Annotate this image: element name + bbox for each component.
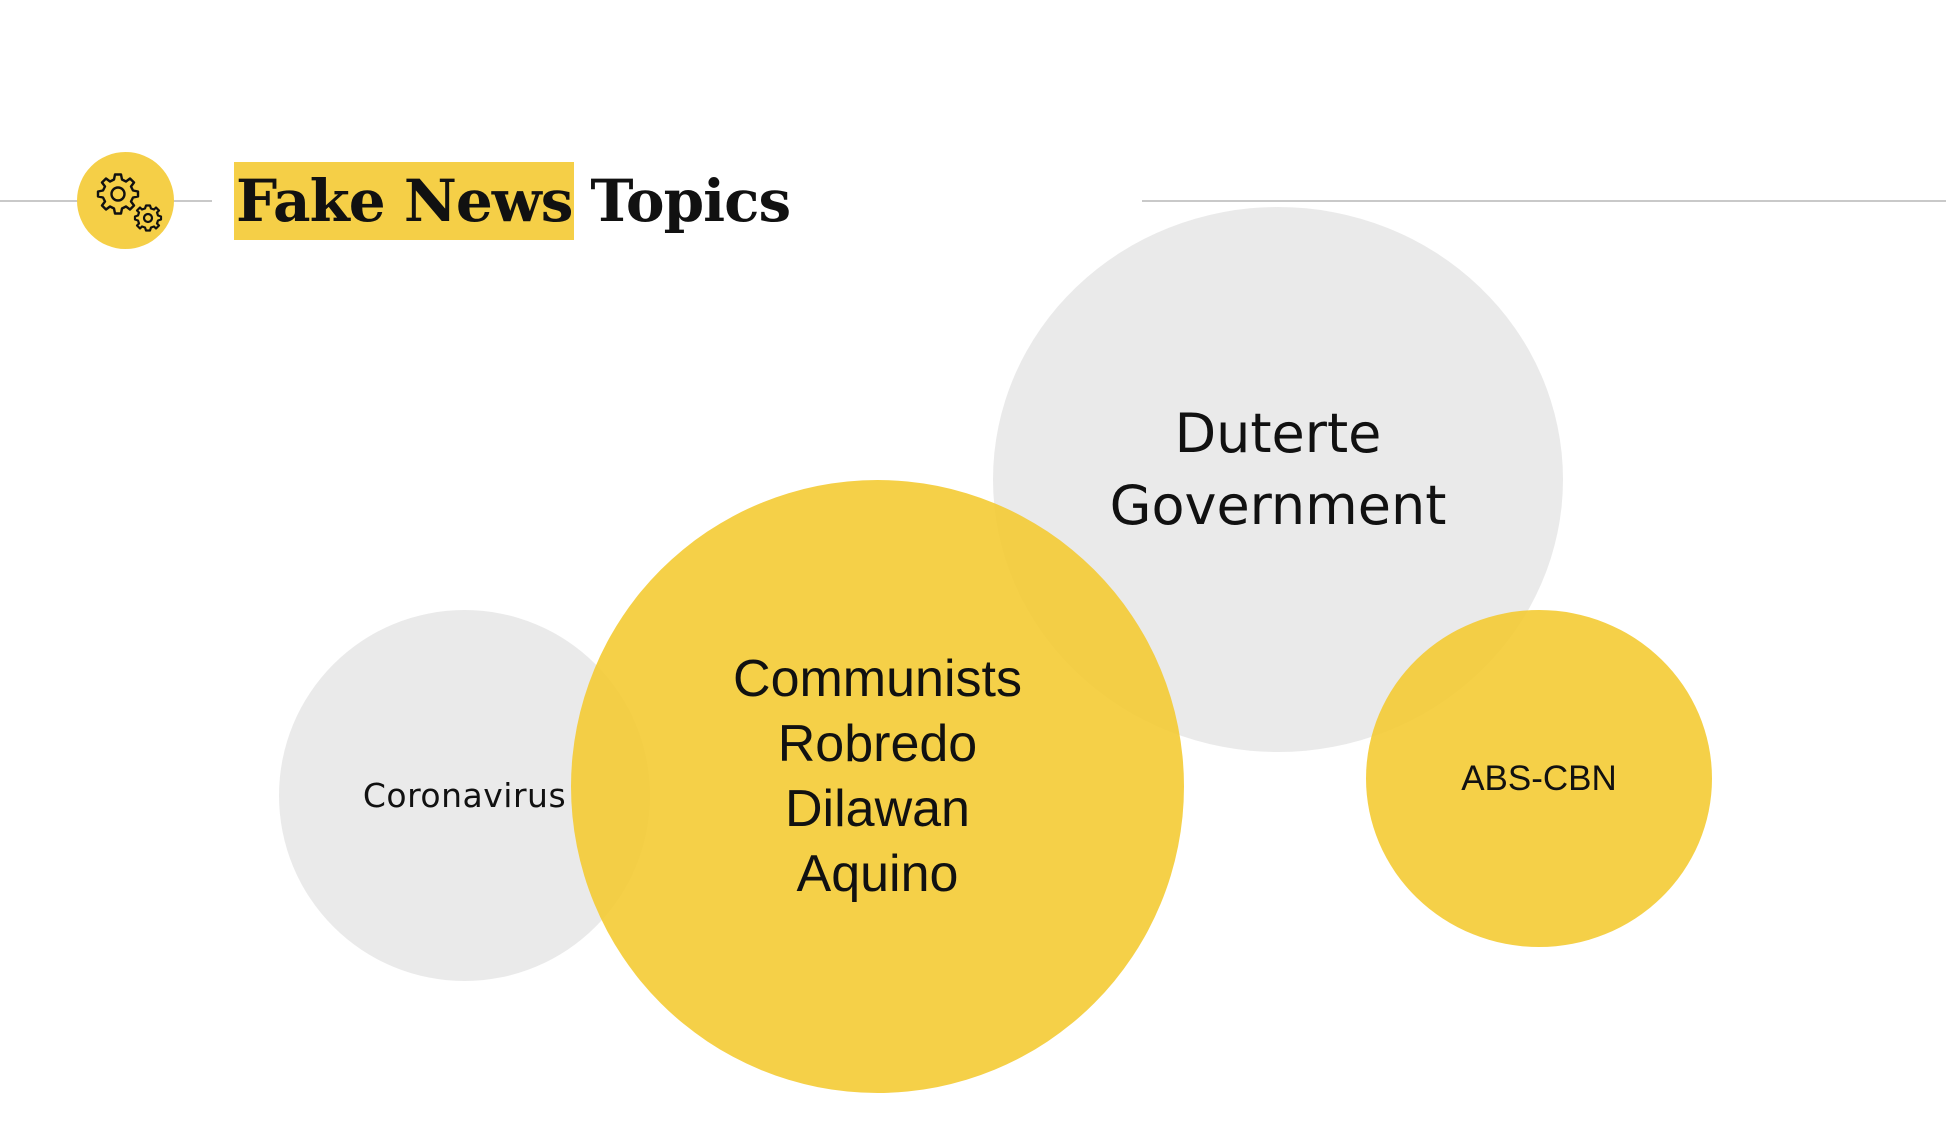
bubble-label-communists: Communists Robredo Dilawan Aquino: [733, 649, 1022, 903]
gears-icon: [77, 152, 174, 249]
title-highlight: Fake News: [234, 162, 575, 240]
bubble-label-coronavirus: Coronavirus: [362, 776, 567, 815]
bubble-label-abs-cbn: ABS-CBN: [1461, 758, 1617, 798]
bubble-coronavirus: Coronavirus: [279, 610, 650, 981]
header-rule-right: [1142, 200, 1946, 202]
bubble-communists: Communists Robredo Dilawan Aquino: [571, 480, 1184, 1093]
bubble-abs-cbn: ABS-CBN: [1366, 610, 1712, 947]
bubble-label-duterte-government: Duterte Government: [1109, 401, 1447, 537]
title-rest: Topics: [590, 167, 791, 235]
page-title: Fake News Topics: [234, 162, 791, 240]
